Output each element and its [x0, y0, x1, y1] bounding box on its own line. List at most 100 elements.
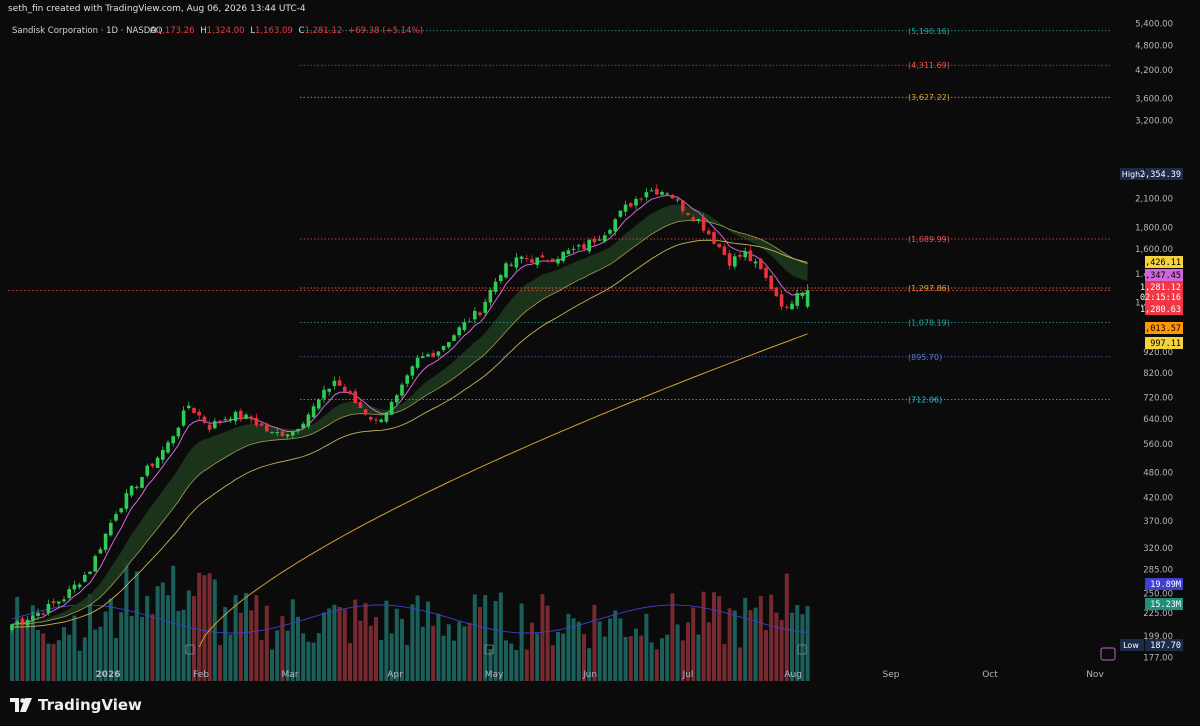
candle-body[interactable] [499, 275, 503, 282]
candle-body[interactable] [233, 412, 238, 421]
candle-body[interactable] [343, 386, 347, 392]
candle-body[interactable] [72, 584, 77, 590]
candle-body[interactable] [738, 254, 742, 257]
candle-body[interactable] [551, 258, 555, 262]
candle-body[interactable] [764, 267, 768, 278]
candle-body[interactable] [691, 217, 695, 221]
candle-body[interactable] [280, 431, 285, 437]
candle-body[interactable] [655, 188, 659, 195]
candle-body[interactable] [473, 310, 477, 320]
candle-body[interactable] [353, 391, 357, 403]
candle-body[interactable] [441, 345, 446, 351]
candle-body[interactable] [722, 246, 727, 255]
candle-body[interactable] [462, 322, 467, 331]
candle-body[interactable] [103, 533, 108, 550]
candle-body[interactable] [545, 260, 550, 262]
candle-body[interactable] [254, 418, 259, 426]
candle-body[interactable] [291, 431, 295, 436]
candle-body[interactable] [363, 409, 368, 415]
candle-body[interactable] [93, 556, 97, 572]
candle-body[interactable] [207, 424, 212, 430]
candle-body[interactable] [426, 354, 430, 357]
candle-body[interactable] [421, 356, 425, 359]
candle-body[interactable] [374, 419, 378, 421]
candle-body[interactable] [265, 423, 269, 432]
earnings-marker[interactable] [185, 644, 195, 655]
candle-body[interactable] [696, 219, 701, 221]
candle-body[interactable] [114, 514, 118, 521]
candle-body[interactable] [681, 200, 685, 212]
candle-body[interactable] [88, 571, 92, 574]
earnings-marker[interactable] [797, 644, 807, 655]
candle-body[interactable] [213, 421, 217, 429]
candle-body[interactable] [670, 194, 675, 199]
candle-body[interactable] [478, 312, 482, 316]
candle-body[interactable] [457, 327, 461, 336]
candle-body[interactable] [634, 198, 638, 206]
tradingview-logo[interactable]: TradingView [10, 696, 142, 714]
future-earnings-marker[interactable] [1100, 647, 1116, 661]
price-chart[interactable]: (5,190.16) (4,311.69) (3,627.22) (1,689.99)… [0, 18, 1200, 688]
candle-body[interactable] [228, 418, 233, 421]
candle-body[interactable] [83, 574, 87, 582]
candle-body[interactable] [649, 190, 654, 192]
candle-body[interactable] [181, 410, 186, 426]
candle-body[interactable] [530, 259, 534, 263]
candle-body[interactable] [317, 399, 321, 409]
candle-body[interactable] [119, 508, 123, 513]
candle-body[interactable] [701, 217, 706, 231]
candle-body[interactable] [608, 230, 612, 234]
candle-body[interactable] [790, 303, 794, 310]
candle-body[interactable] [379, 419, 383, 423]
candle-body[interactable] [795, 293, 799, 306]
candle-body[interactable] [395, 395, 399, 403]
candle-body[interactable] [109, 522, 113, 536]
candle-body[interactable] [15, 621, 19, 625]
candle-body[interactable] [369, 416, 373, 420]
candle-body[interactable] [519, 256, 524, 259]
candle-body[interactable] [618, 210, 623, 217]
candle-body[interactable] [322, 389, 326, 399]
candle-body[interactable] [592, 238, 597, 243]
candle-body[interactable] [488, 290, 493, 303]
candle-body[interactable] [577, 245, 581, 247]
candle-body[interactable] [483, 301, 487, 313]
candle-body[interactable] [62, 599, 66, 602]
candle-body[interactable] [436, 351, 441, 356]
candle-body[interactable] [358, 401, 363, 408]
candle-body[interactable] [582, 244, 586, 250]
candle-body[interactable] [20, 619, 25, 624]
candle-body[interactable] [129, 485, 134, 496]
candle-body[interactable] [259, 423, 264, 426]
candle-body[interactable] [223, 419, 227, 421]
candle-body[interactable] [41, 613, 45, 615]
candle-body[interactable] [769, 275, 773, 290]
candle-body[interactable] [639, 198, 643, 200]
candle-body[interactable] [514, 257, 519, 268]
candle-body[interactable] [733, 256, 737, 267]
candle-body[interactable] [275, 432, 279, 434]
candle-body[interactable] [712, 232, 716, 244]
candle-body[interactable] [98, 549, 103, 554]
candle-body[interactable] [566, 250, 571, 255]
candle-body[interactable] [166, 442, 170, 453]
candle-body[interactable] [493, 281, 498, 292]
candle-body[interactable] [249, 416, 253, 420]
candle-body[interactable] [707, 230, 711, 235]
candle-body[interactable] [171, 436, 175, 444]
candle-body[interactable] [332, 380, 337, 386]
candle-body[interactable] [306, 414, 311, 427]
candle-body[interactable] [10, 624, 14, 630]
candle-body[interactable] [415, 357, 420, 368]
candle-body[interactable] [727, 253, 732, 266]
candle-body[interactable] [665, 193, 669, 195]
candle-body[interactable] [25, 619, 30, 626]
candle-body[interactable] [36, 612, 40, 616]
candle-body[interactable] [187, 405, 191, 408]
candle-body[interactable] [46, 603, 51, 614]
candle-body[interactable] [239, 410, 243, 420]
candle-body[interactable] [748, 250, 753, 262]
candle-body[interactable] [311, 406, 316, 418]
candle-body[interactable] [800, 292, 805, 296]
candle-body[interactable] [753, 261, 758, 264]
